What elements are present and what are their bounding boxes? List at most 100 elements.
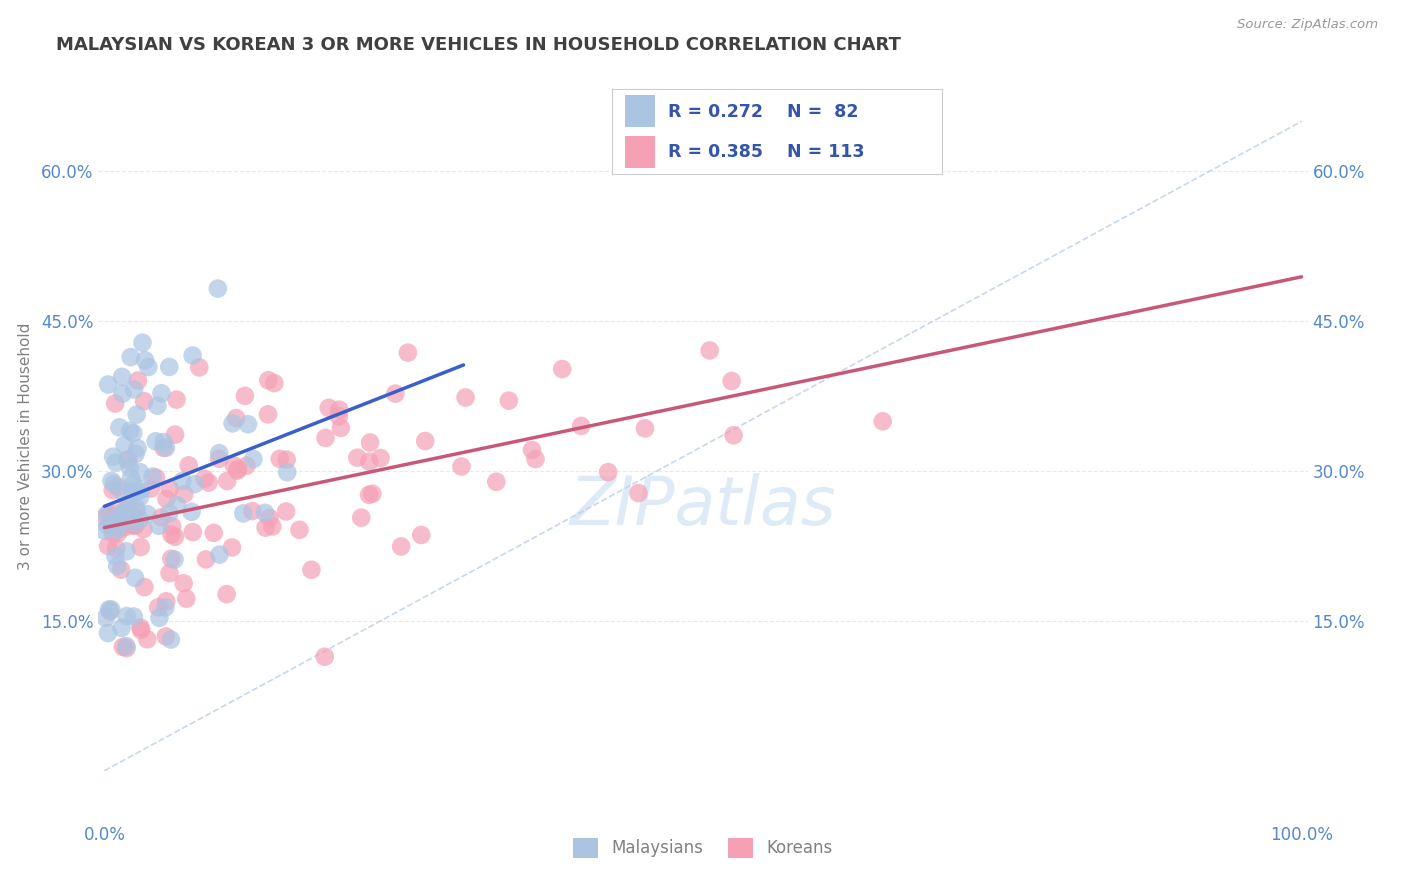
FancyBboxPatch shape	[624, 136, 655, 168]
Point	[160, 527, 183, 541]
Point	[215, 587, 238, 601]
Point	[634, 421, 657, 435]
Point	[122, 425, 145, 440]
Point	[122, 383, 145, 397]
Point	[152, 441, 174, 455]
Point	[720, 374, 742, 388]
Point	[226, 464, 249, 478]
Point	[359, 435, 381, 450]
Point	[122, 477, 145, 491]
Point	[148, 611, 170, 625]
Point	[232, 507, 254, 521]
Point	[125, 500, 148, 515]
Point	[93, 524, 115, 538]
Point	[112, 506, 135, 520]
Point	[121, 484, 143, 499]
Point	[129, 490, 152, 504]
Point	[134, 580, 156, 594]
Point	[723, 428, 745, 442]
Point	[108, 420, 131, 434]
Point	[396, 345, 419, 359]
Point	[105, 558, 128, 573]
Point	[114, 438, 136, 452]
Point	[166, 498, 188, 512]
Point	[194, 472, 217, 486]
Point	[120, 350, 142, 364]
Point	[127, 484, 149, 499]
Text: ZIPatlas: ZIPatlas	[569, 473, 837, 539]
Point	[166, 392, 188, 407]
Point	[97, 518, 120, 533]
Point	[242, 452, 264, 467]
Point	[108, 517, 131, 532]
Point	[101, 483, 124, 498]
Point	[159, 482, 181, 496]
Point	[138, 359, 160, 374]
Point	[235, 458, 257, 473]
Point	[110, 510, 132, 524]
Point	[207, 282, 229, 296]
Point	[125, 408, 148, 422]
Point	[269, 451, 291, 466]
Point	[110, 563, 132, 577]
Point	[98, 507, 121, 521]
Point	[160, 632, 183, 647]
Point	[105, 541, 128, 556]
Point	[157, 506, 180, 520]
Point	[257, 407, 280, 421]
Point	[389, 540, 412, 554]
Point	[450, 459, 472, 474]
Point	[346, 450, 368, 465]
Point	[188, 360, 211, 375]
Point	[132, 522, 155, 536]
Point	[115, 609, 138, 624]
Point	[115, 639, 138, 653]
Point	[107, 510, 129, 524]
Point	[384, 386, 406, 401]
FancyBboxPatch shape	[624, 95, 655, 128]
Point	[117, 452, 139, 467]
Point	[129, 620, 152, 634]
Point	[160, 551, 183, 566]
Point	[221, 417, 243, 431]
Point	[127, 441, 149, 455]
Text: R = 0.272    N =  82: R = 0.272 N = 82	[668, 103, 858, 120]
Point	[128, 465, 150, 479]
Point	[124, 518, 146, 533]
Point	[124, 447, 146, 461]
Point	[145, 434, 167, 449]
Point	[359, 455, 381, 469]
Point	[100, 474, 122, 488]
Point	[94, 510, 117, 524]
Point	[276, 452, 298, 467]
Point	[165, 427, 187, 442]
Point	[194, 552, 217, 566]
Point	[107, 525, 129, 540]
Point	[359, 488, 381, 502]
Point	[202, 525, 225, 540]
Point	[103, 477, 125, 491]
Point	[551, 362, 574, 376]
Point	[148, 600, 170, 615]
Point	[97, 539, 120, 553]
Point	[208, 451, 231, 466]
Point	[172, 474, 194, 488]
Point	[122, 609, 145, 624]
Point	[699, 343, 721, 358]
Point	[150, 510, 173, 524]
Point	[276, 465, 298, 479]
Point	[159, 566, 181, 580]
Point	[155, 629, 177, 643]
Point	[97, 626, 120, 640]
Point	[524, 452, 547, 467]
Point	[129, 540, 152, 554]
Point	[315, 431, 337, 445]
Point	[262, 519, 284, 533]
Point	[221, 541, 243, 555]
Point	[259, 511, 281, 525]
Point	[150, 386, 173, 401]
Point	[127, 374, 149, 388]
Point	[173, 487, 195, 501]
Point	[124, 516, 146, 530]
Text: R = 0.385    N = 113: R = 0.385 N = 113	[668, 144, 865, 161]
